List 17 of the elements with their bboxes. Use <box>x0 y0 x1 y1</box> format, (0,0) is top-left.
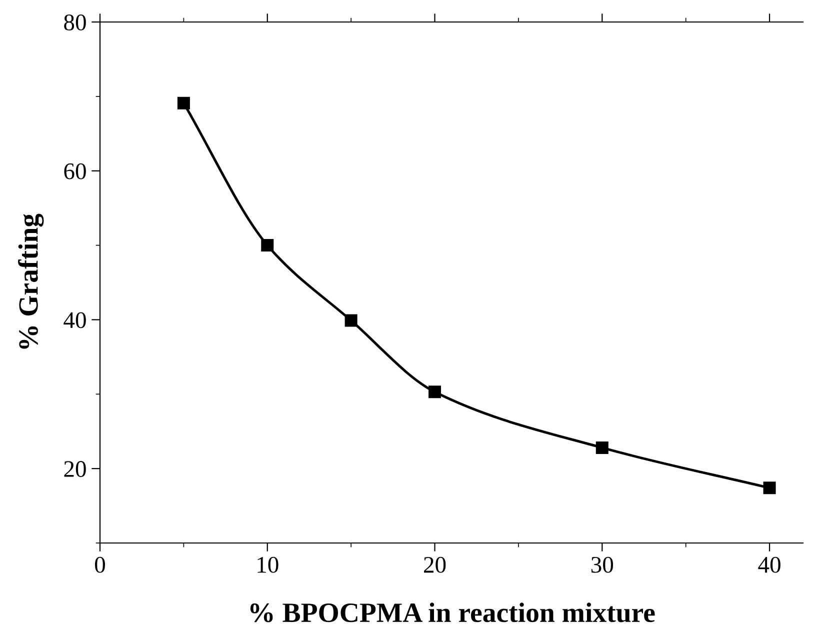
point <box>344 314 358 327</box>
point <box>428 386 442 398</box>
x-tick-label: 20 <box>424 556 446 573</box>
y-tick-label: 40 <box>64 312 86 328</box>
x-tick-label: 0 <box>94 556 106 573</box>
point <box>261 239 274 252</box>
x-tick-label: 10 <box>258 556 278 573</box>
y-axis-title: % Grafting <box>18 214 44 349</box>
y-tick-label: 80 <box>64 14 86 30</box>
point <box>596 441 608 454</box>
x-axis-title: % BPOCPMA in reaction mixture <box>250 602 655 622</box>
y-tick-label: 60 <box>64 163 86 180</box>
point <box>763 482 776 494</box>
x-tick-label: 40 <box>758 556 780 573</box>
point <box>177 96 190 110</box>
x-tick-label: 30 <box>591 556 614 573</box>
y-tick-label: 20 <box>64 461 86 477</box>
